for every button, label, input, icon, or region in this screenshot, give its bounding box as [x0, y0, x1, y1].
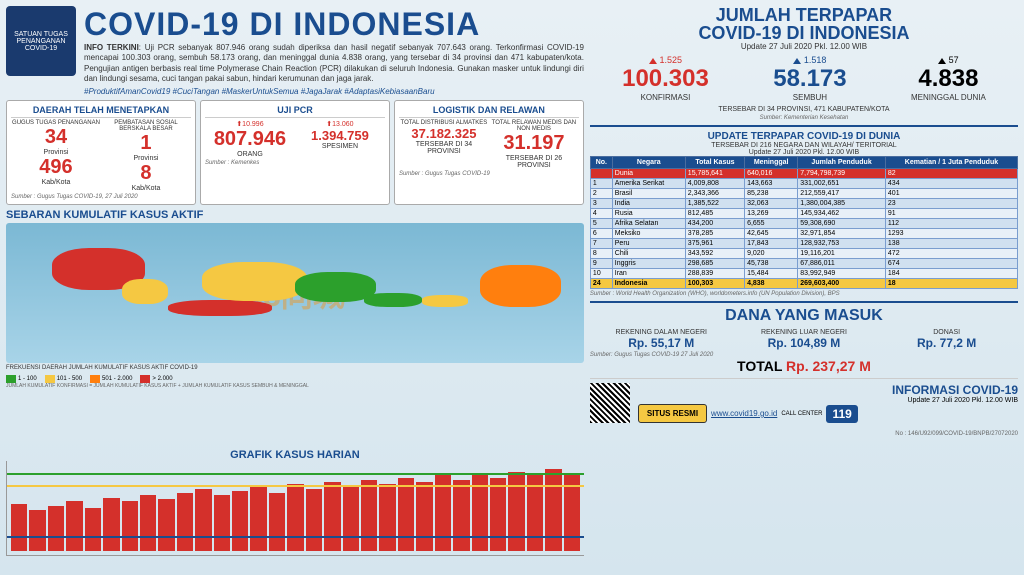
- spread-text: TERSEBAR DI 34 PROVINSI, 471 KABUPATEN/K…: [590, 106, 1018, 113]
- legend-title: FREKUENSI DAERAH JUMLAH KUMULATIF KASUS …: [6, 365, 584, 371]
- qr-code: [590, 383, 630, 423]
- stat-box: LOGISTIK DAN RELAWANTOTAL DISTRIBUSI ALM…: [394, 100, 584, 205]
- map-legend: 1 - 100101 - 500501 - 2.000> 2.000: [6, 375, 584, 383]
- world-table: No.NegaraTotal KasusMeninggalJumlah Pend…: [590, 156, 1018, 289]
- info-update: Update 27 Juli 2020 Pkl. 12.00 WIB: [638, 397, 1018, 404]
- call-number[interactable]: 119: [826, 405, 857, 423]
- hashtags: #ProduktifAmanCovid19 #CuciTangan #Maske…: [84, 87, 584, 96]
- summary-source: Sumber: Kementerian Kesehatan: [590, 115, 1018, 121]
- info-section: INFORMASI COVID-19 Update 27 Juli 2020 P…: [590, 378, 1018, 427]
- summary-title-2: COVID-19 DI INDONESIA: [590, 24, 1018, 42]
- footer-note: No : 146/U92/099/COVID-19/BNPB/27072020: [590, 431, 1018, 437]
- call-center-label: CALL CENTER: [781, 411, 822, 417]
- dana-total-label: TOTAL: [737, 358, 782, 374]
- map-section: SEBARAN KUMULATIF KASUS AKTIF 58同城 FREKU…: [6, 209, 584, 445]
- summary-section: JUMLAH TERPAPAR COVID-19 DI INDONESIA Up…: [590, 6, 1018, 121]
- dana-section: DANA YANG MASUK REKENING DALAM NEGERIRp.…: [590, 301, 1018, 374]
- summary-update: Update 27 Juli 2020 Pkl. 12.00 WIB: [590, 42, 1018, 51]
- main-title: COVID-19 DI INDONESIA: [84, 6, 584, 43]
- world-title: UPDATE TERPAPAR COVID-19 DI DUNIA: [590, 131, 1018, 142]
- world-update: Update 27 Juli 2020 Pkl. 12.00 WIB: [590, 149, 1018, 156]
- info-title: INFORMASI COVID-19: [638, 383, 1018, 397]
- daily-cases-chart: [6, 461, 584, 556]
- dana-row: REKENING DALAM NEGERIRp. 55,17 MREKENING…: [590, 329, 1018, 350]
- indonesia-map: 58同城: [6, 223, 584, 363]
- info-text: INFO TERKINI: Uji PCR sebanyak 807.946 o…: [84, 43, 584, 85]
- stat-boxes-row: DAERAH TELAH MENETAPKANGUGUS TUGAS PENAN…: [6, 100, 584, 205]
- situs-resmi-button[interactable]: SITUS RESMI: [638, 404, 707, 423]
- header: SATUAN TUGAS PENANGANAN COVID-19 COVID-1…: [6, 6, 584, 96]
- world-subtitle: TERSEBAR DI 216 NEGARA DAN WILAYAH/ TERI…: [590, 142, 1018, 149]
- world-section: UPDATE TERPAPAR COVID-19 DI DUNIA TERSEB…: [590, 125, 1018, 297]
- stat-box: DAERAH TELAH MENETAPKANGUGUS TUGAS PENAN…: [6, 100, 196, 205]
- big-stats: 1.525100.303KONFIRMASI 1.51858.173SEMBUH…: [590, 51, 1018, 106]
- map-note: JUMLAH KUMULATIF KONFIRMASI = JUMLAH KUM…: [6, 383, 584, 389]
- chart-title: GRAFIK KASUS HARIAN: [6, 449, 584, 461]
- dana-total-value: Rp. 237,27 M: [786, 358, 871, 374]
- bnpb-logo: SATUAN TUGAS PENANGANAN COVID-19: [6, 6, 76, 76]
- summary-title-1: JUMLAH TERPAPAR: [590, 6, 1018, 24]
- map-title: SEBARAN KUMULATIF KASUS AKTIF: [6, 209, 584, 221]
- dana-title: DANA YANG MASUK: [590, 307, 1018, 325]
- stat-box: UJI PCR⬆10.996807.946ORANG⬆13.0601.394.7…: [200, 100, 390, 205]
- chart-section: GRAFIK KASUS HARIAN: [6, 449, 584, 569]
- world-source: Sumber : World Health Organization (WHO)…: [590, 291, 1018, 297]
- covid-url[interactable]: www.covid19.go.id: [711, 409, 777, 418]
